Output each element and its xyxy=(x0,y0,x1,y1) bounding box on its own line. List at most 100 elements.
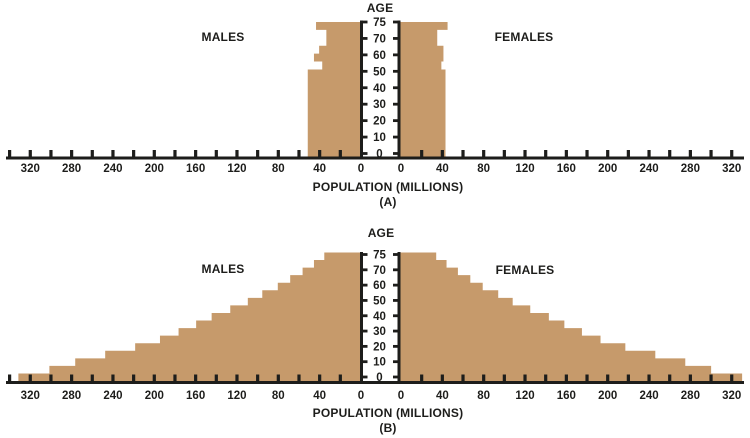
chart-a-x-tick-female xyxy=(544,150,548,157)
chart-b-age-tick-label: 50 xyxy=(373,295,386,307)
chart-b-x-label-male: 280 xyxy=(62,390,81,402)
chart-a-age-axis-title: AGE xyxy=(366,1,394,15)
chart-a-age-tick-right xyxy=(393,69,398,73)
chart-b-x-label-female: 40 xyxy=(436,390,449,402)
chart-a-age-tick-label: 75 xyxy=(373,17,386,29)
chart-a-x-tick-female xyxy=(647,150,651,157)
chart-b-age-tick-left xyxy=(362,299,368,302)
chart-a-age-tick-right xyxy=(393,152,398,155)
chart-a-x-label-female: 280 xyxy=(681,163,700,175)
chart-b-x-tick-female xyxy=(440,374,444,381)
chart-b-x-tick-male xyxy=(173,374,177,381)
chart-a-age-tick-right xyxy=(393,135,398,139)
chart-a-x-tick-male xyxy=(214,150,218,157)
chart-b-x-tick-male xyxy=(256,374,260,381)
chart-a-x-label-male: 160 xyxy=(186,163,205,175)
chart-b-x-label-female: 120 xyxy=(515,390,534,402)
chart-b-age-tick-right xyxy=(393,344,398,348)
chart-a-x-tick-male xyxy=(173,150,177,157)
chart-b-females-bar xyxy=(399,252,743,381)
chart-b-age-tick-left xyxy=(362,344,368,348)
chart-a-x-tick-female xyxy=(482,150,486,157)
chart-b-x-axis-title: POPULATION (MILLIONS) xyxy=(312,406,464,420)
chart-a-age-tick-label: 40 xyxy=(373,83,386,95)
chart-b-male-age-axis xyxy=(360,252,363,384)
chart-a-x-tick-female xyxy=(440,150,444,157)
chart-a-x-tick-male xyxy=(70,150,74,157)
chart-b-age-tick-right xyxy=(393,375,398,379)
chart-a-x-tick-male xyxy=(256,150,260,157)
chart-a-age-tick-right xyxy=(393,86,398,90)
chart-b-x-tick-male xyxy=(194,374,198,381)
chart-a-x-label-male: 280 xyxy=(62,163,81,175)
chart-b-x-tick-male xyxy=(132,374,136,381)
chart-b-x-label-female: 280 xyxy=(681,390,700,402)
chart-b-age-tick-label: 0 xyxy=(376,372,382,384)
chart-b-female-age-axis xyxy=(397,252,401,384)
chart-b-females-label: FEMALES xyxy=(495,263,555,277)
chart-b-x-tick-female xyxy=(502,374,506,381)
chart-b-x-tick-female xyxy=(626,374,630,381)
chart-b-x-tick-male xyxy=(152,374,156,381)
chart-a-x-label-male: 0 xyxy=(358,163,364,175)
chart-b-x-tick-female xyxy=(585,374,589,381)
chart-b-x-tick-male xyxy=(8,374,12,381)
chart-a-female-age-axis xyxy=(397,20,401,160)
chart-b-x-tick-male xyxy=(90,374,94,381)
chart-b-x-tick-female xyxy=(709,374,713,381)
chart-a-x-tick-female xyxy=(668,150,672,157)
chart-a-x-label-male: 200 xyxy=(145,163,164,175)
chart-a-x-label-male: 120 xyxy=(227,163,246,175)
chart-a-age-tick-left xyxy=(362,152,368,155)
chart-b-x-label-male: 160 xyxy=(186,390,205,402)
chart-a-males-label: MALES xyxy=(201,30,245,44)
chart-a-age-tick-right xyxy=(393,37,398,40)
chart-a-x-tick-male xyxy=(276,150,280,157)
chart-a-x-tick-female xyxy=(709,150,713,157)
chart-b-x-label-male: 200 xyxy=(145,390,164,402)
chart-a-x-label-male: 80 xyxy=(272,163,285,175)
chart-a-females-label: FEMALES xyxy=(494,30,554,44)
chart-a-x-label-female: 160 xyxy=(557,163,576,175)
chart-b-age-tick-left xyxy=(362,314,368,318)
chart-a-x-label-female: 200 xyxy=(598,163,617,175)
chart-a-x-tick-female xyxy=(420,150,424,157)
chart-b-x-label-female: 200 xyxy=(598,390,617,402)
chart-a-x-label-female: 320 xyxy=(722,163,741,175)
chart-a-x-tick-male xyxy=(8,150,12,157)
chart-b-males-label: MALES xyxy=(201,262,245,276)
chart-b-age-tick-right xyxy=(393,268,398,272)
chart-b-x-tick-male xyxy=(111,374,115,381)
chart-a-x-tick-male xyxy=(338,150,342,157)
chart-b-x-tick-male xyxy=(49,374,53,381)
chart-a-age-tick-label: 50 xyxy=(373,66,386,78)
chart-a-age-tick-left xyxy=(362,20,368,24)
chart-a-x-tick-female xyxy=(564,150,568,157)
chart-a-x-tick-female xyxy=(730,150,734,157)
chart-a-age-tick-left xyxy=(362,102,368,106)
chart-b-x-tick-female xyxy=(668,374,672,381)
chart-a-age-tick-left xyxy=(362,53,368,57)
chart-b-x-tick-male xyxy=(28,374,32,381)
chart-b-x-tick-male xyxy=(338,374,342,381)
chart-b-x-label-male: 120 xyxy=(227,390,246,402)
chart-a-x-tick-female xyxy=(606,150,610,157)
chart-b-x-label-male: 80 xyxy=(272,390,285,402)
chart-b-caption: (B) xyxy=(379,421,397,435)
chart-b-x-tick-female xyxy=(606,374,610,381)
chart-b-x-tick-female xyxy=(420,374,424,381)
chart-b-x-label-male: 0 xyxy=(358,390,364,402)
chart-b-age-tick-label: 10 xyxy=(373,357,386,369)
chart-a-age-tick-label: 70 xyxy=(373,33,386,45)
chart-b-age-axis-title: AGE xyxy=(367,226,395,240)
chart-b-age-tick-left xyxy=(362,329,368,333)
chart-a-age-tick-label: 10 xyxy=(373,132,386,144)
chart-b-x-tick-female xyxy=(730,374,734,381)
chart-a-age-tick-left xyxy=(362,119,368,123)
chart-b-x-label-female: 320 xyxy=(722,390,741,402)
chart-a-x-label-male: 40 xyxy=(313,163,326,175)
chart-b-x-tick-male xyxy=(235,374,239,381)
chart-a-x-tick-male xyxy=(318,150,322,157)
chart-b-age-tick-right xyxy=(393,283,398,287)
